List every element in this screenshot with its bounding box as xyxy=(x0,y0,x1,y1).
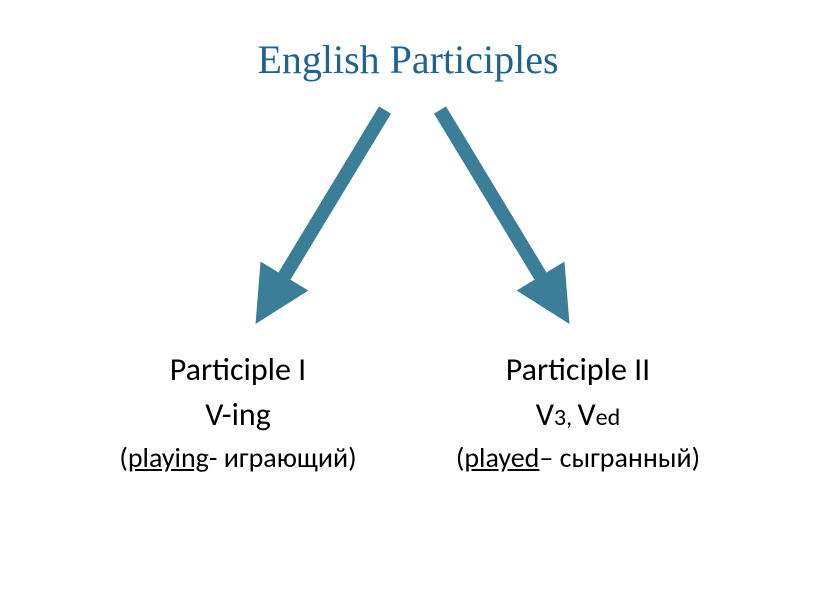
left-form: V-ing xyxy=(68,395,408,434)
right-example-underlined: played xyxy=(464,440,539,475)
right-form-sub2: ed xyxy=(596,403,621,432)
arrows-svg xyxy=(0,100,816,330)
left-example-sep: - xyxy=(209,440,224,475)
arrows-container xyxy=(0,100,816,330)
arrow-left xyxy=(270,110,385,300)
right-example: (played– сыгранный) xyxy=(408,440,748,475)
right-example-translation: сыгранный xyxy=(560,440,692,475)
column-left: Participle I V-ing (playing- играющий) xyxy=(68,350,408,475)
left-heading: Participle I xyxy=(68,350,408,389)
title-text: English Participles xyxy=(257,37,558,82)
left-example-underlined: playing xyxy=(128,440,209,475)
content-row: Participle I V-ing (playing- играющий) P… xyxy=(0,350,816,475)
right-form-v2: V xyxy=(578,395,596,434)
column-right: Participle II V3, Ved (played– сыгранный… xyxy=(408,350,748,475)
page-title: English Participles xyxy=(0,36,816,83)
right-form-sub1: 3, xyxy=(554,403,578,432)
arrow-right xyxy=(440,110,555,300)
right-example-sep: – xyxy=(539,440,559,475)
right-form-v1: V xyxy=(536,395,554,434)
left-example: (playing- играющий) xyxy=(68,440,408,475)
left-example-translation: играющий xyxy=(224,440,348,475)
right-heading: Participle II xyxy=(408,350,748,389)
right-form: V3, Ved xyxy=(408,395,748,434)
